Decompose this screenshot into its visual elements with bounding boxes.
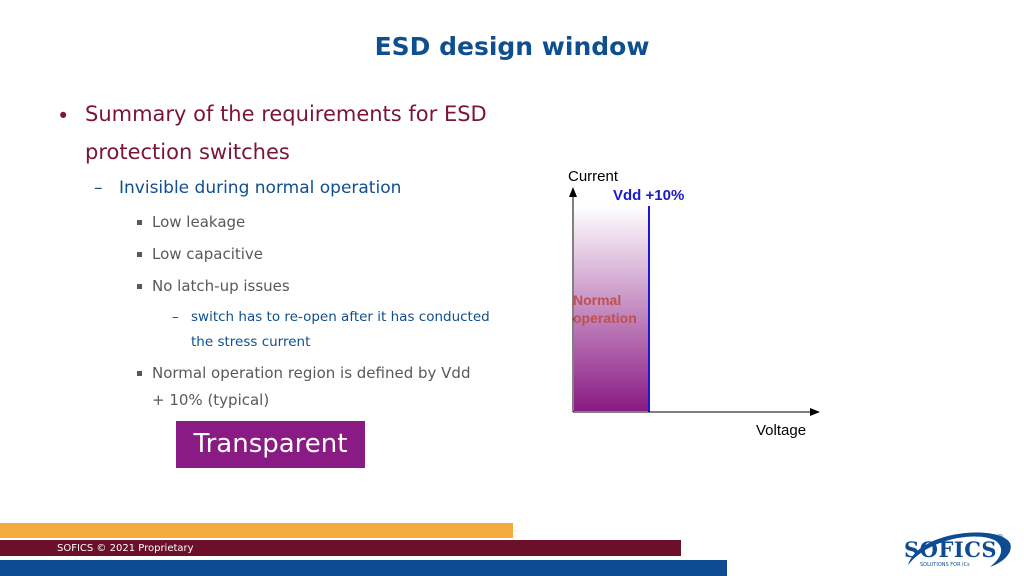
bullet-l3-low-leakage: Low leakage bbox=[152, 213, 246, 231]
bullet-l1-line2: protection switches bbox=[85, 140, 290, 164]
square-marker bbox=[137, 220, 142, 225]
y-axis-label: Current bbox=[568, 168, 619, 185]
bullet-l4-line1: switch has to re-open after it has condu… bbox=[191, 309, 490, 325]
dash-marker: – bbox=[94, 178, 103, 198]
square-marker bbox=[137, 252, 142, 257]
footer-copyright: SOFICS © 2021 Proprietary bbox=[57, 543, 194, 554]
logo-registered-mark: ® bbox=[996, 533, 1004, 542]
transparent-callout: Transparent bbox=[176, 421, 365, 468]
bullet-dot: • bbox=[57, 104, 70, 128]
bullet-l3-low-capacitive: Low capacitive bbox=[152, 245, 264, 263]
vdd-label: Vdd +10% bbox=[613, 187, 685, 204]
square-marker bbox=[137, 284, 142, 289]
footer-maroon-bar bbox=[0, 540, 681, 556]
y-axis-arrow bbox=[569, 187, 577, 197]
footer-blue-bar bbox=[0, 560, 727, 576]
logo-tagline: SOLUTIONS FOR ICs bbox=[920, 562, 970, 568]
bullet-l3-normal-region-line2: + 10% (typical) bbox=[152, 391, 270, 409]
square-marker bbox=[137, 371, 142, 376]
logo-swoosh-icon bbox=[908, 532, 1011, 567]
slide-title: ESD design window bbox=[374, 32, 650, 61]
x-axis-label: Voltage bbox=[756, 422, 807, 439]
dash-marker: – bbox=[172, 309, 179, 325]
sofics-logo: SOFICS ® SOLUTIONS FOR ICs bbox=[890, 527, 1014, 573]
bullet-l3-normal-region-line1: Normal operation region is defined by Vd… bbox=[152, 364, 471, 382]
logo-wordmark: SOFICS bbox=[904, 537, 998, 562]
footer-orange-bar bbox=[0, 523, 513, 538]
region-label-line1: Normal bbox=[573, 292, 622, 308]
region-label-line2: operation bbox=[573, 310, 637, 326]
bullet-l3-latchup: No latch-up issues bbox=[152, 277, 290, 295]
bullet-l4-line2: the stress current bbox=[191, 334, 311, 350]
bullet-l1-line1: Summary of the requirements for ESD bbox=[85, 102, 487, 126]
bullet-l2: Invisible during normal operation bbox=[119, 178, 402, 198]
normal-operation-region bbox=[574, 206, 649, 411]
x-axis-arrow bbox=[810, 408, 820, 416]
